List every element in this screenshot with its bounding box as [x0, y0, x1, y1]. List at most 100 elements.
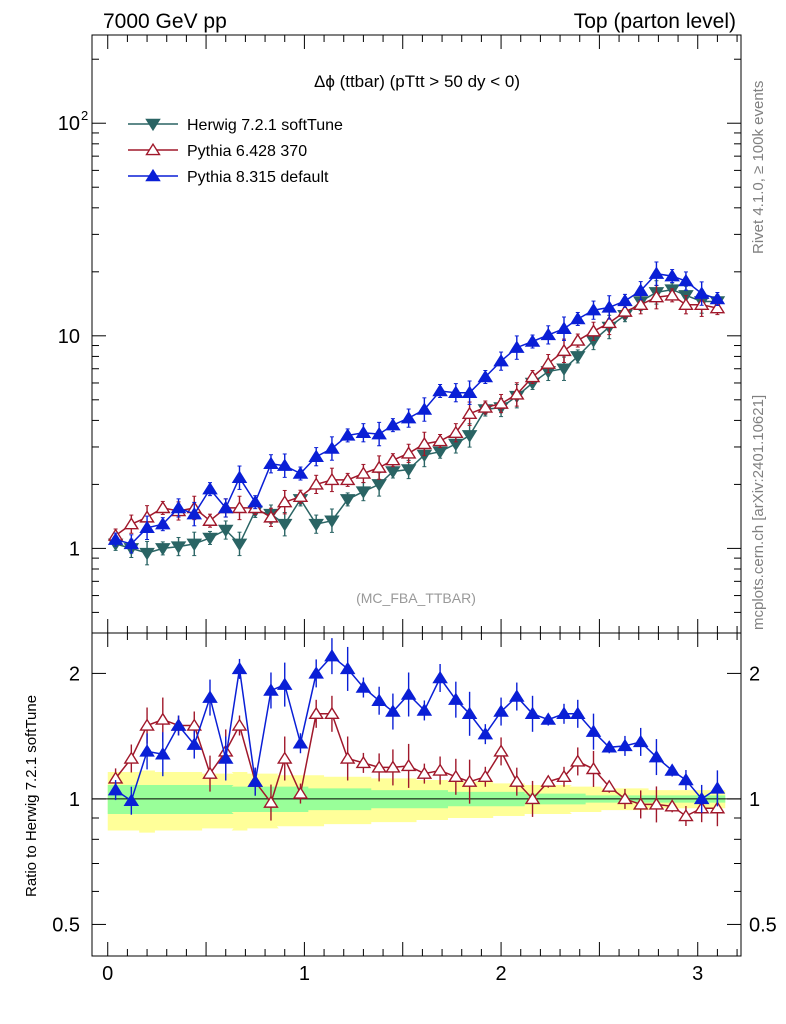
ratio-series-point: [276, 751, 293, 764]
main-series-point: [324, 515, 340, 528]
main-title: Δϕ (ttbar) (pTtt > 50 dy < 0): [314, 72, 520, 91]
ratio-series-point: [556, 706, 572, 720]
ratio-series-point: [400, 687, 417, 700]
ratio-series-point: [155, 747, 171, 760]
ratio-series-point: [139, 718, 155, 731]
main-series-point: [556, 363, 572, 376]
x-tick-label: 2: [496, 963, 507, 985]
main-series-point: [509, 387, 525, 400]
ratio-series-point: [371, 693, 387, 706]
main-series-point: [617, 304, 633, 317]
ratio-series-point: [155, 712, 171, 725]
main-series-point: [461, 385, 478, 398]
main-series-point: [139, 547, 155, 561]
main-series-point: [123, 536, 140, 550]
main-series-point: [155, 517, 171, 530]
main-series-point: [107, 532, 124, 545]
main-series-point: [292, 489, 309, 502]
main-series-point: [324, 441, 340, 454]
main-series-point: [400, 410, 417, 424]
ratio-series-point: [509, 774, 525, 787]
ratio-series-point: [524, 706, 541, 720]
main-series-point: [570, 333, 586, 346]
ratio-series-point: [385, 760, 401, 773]
main-series-point: [263, 456, 279, 470]
main-series-point: [308, 477, 324, 490]
ratio-series-point: [617, 738, 633, 752]
main-series-point: [355, 466, 372, 479]
ratio-series-line-0: [115, 713, 718, 817]
main-series-point: [170, 541, 187, 554]
ratio-series-point: [585, 761, 602, 775]
ratio-series-point: [632, 797, 649, 810]
main-series-point: [186, 506, 203, 520]
main-series-point: [540, 356, 557, 369]
ratio-series-point: [263, 795, 279, 808]
main-series-point: [202, 532, 218, 546]
main-series-point: [202, 481, 218, 495]
main-series-point: [217, 524, 234, 538]
ratio-series-point: [324, 648, 340, 662]
ratio-series-point: [570, 706, 586, 720]
legend-marker: [145, 142, 161, 156]
legend-label: Herwig 7.2.1 softTune: [187, 117, 343, 134]
ratio-series-point: [139, 744, 155, 757]
main-series-point: [231, 538, 248, 552]
main-series-point: [292, 466, 309, 479]
main-series-point: [540, 327, 557, 341]
ratio-series-point: [123, 751, 140, 764]
main-series-point: [461, 406, 478, 419]
ratio-series-point: [461, 774, 478, 787]
ratio-series-point: [202, 766, 218, 779]
main-series-point: [217, 500, 234, 514]
main-series-point: [632, 283, 649, 296]
main-series-point: [276, 518, 293, 532]
main-series-point: [709, 291, 726, 305]
ratio-series-point: [186, 718, 203, 731]
ratio-series-point: [231, 718, 248, 731]
legend-marker: [145, 168, 161, 182]
ratio-series-point: [556, 769, 572, 783]
ratio-series-point: [493, 744, 509, 757]
ratio-series-point: [308, 706, 324, 720]
main-series-point: [556, 321, 572, 334]
main-series-point: [308, 449, 324, 462]
main-series-point: [570, 311, 586, 325]
main-series-line-0: [115, 288, 718, 554]
ratio-series-point: [601, 779, 617, 792]
main-series-point: [432, 433, 448, 447]
ratio-series-point: [709, 801, 726, 814]
main-series-point: [693, 286, 710, 299]
header-right: Top (parton level): [574, 10, 736, 33]
ratio-series-point: [355, 755, 372, 769]
ratio-series-point: [170, 718, 187, 731]
y-tick-label-ratio-right: 2: [749, 663, 760, 685]
ratio-series-point: [664, 763, 680, 776]
ratio-series-point: [493, 704, 509, 717]
main-series-point: [308, 518, 324, 532]
main-series-point: [139, 520, 155, 534]
y-tick-label-main: 10: [58, 113, 80, 135]
ratio-series-point: [448, 692, 464, 705]
main-series-point: [263, 510, 279, 523]
y-tick-label-main: 10: [58, 326, 80, 348]
main-series-point: [416, 402, 433, 415]
ratio-series-point: [371, 760, 387, 773]
main-series-point: [385, 453, 401, 466]
main-series-point: [524, 369, 541, 383]
y-tick-label-ratio-right: 0.5: [749, 914, 777, 936]
main-series-point: [664, 268, 680, 282]
main-series-point: [601, 300, 617, 313]
main-series-point: [648, 266, 665, 279]
ratio-series-point: [678, 772, 694, 786]
main-series-point: [678, 297, 694, 310]
ratio-panel-frame: [91, 632, 742, 957]
main-series-point: [617, 293, 633, 307]
main-series-point: [371, 460, 387, 473]
ratio-series-point: [709, 781, 726, 794]
ratio-series-point: [263, 683, 279, 696]
main-series-point: [509, 340, 525, 353]
ratio-series-point: [324, 706, 340, 720]
ratio-series-point: [601, 740, 617, 753]
